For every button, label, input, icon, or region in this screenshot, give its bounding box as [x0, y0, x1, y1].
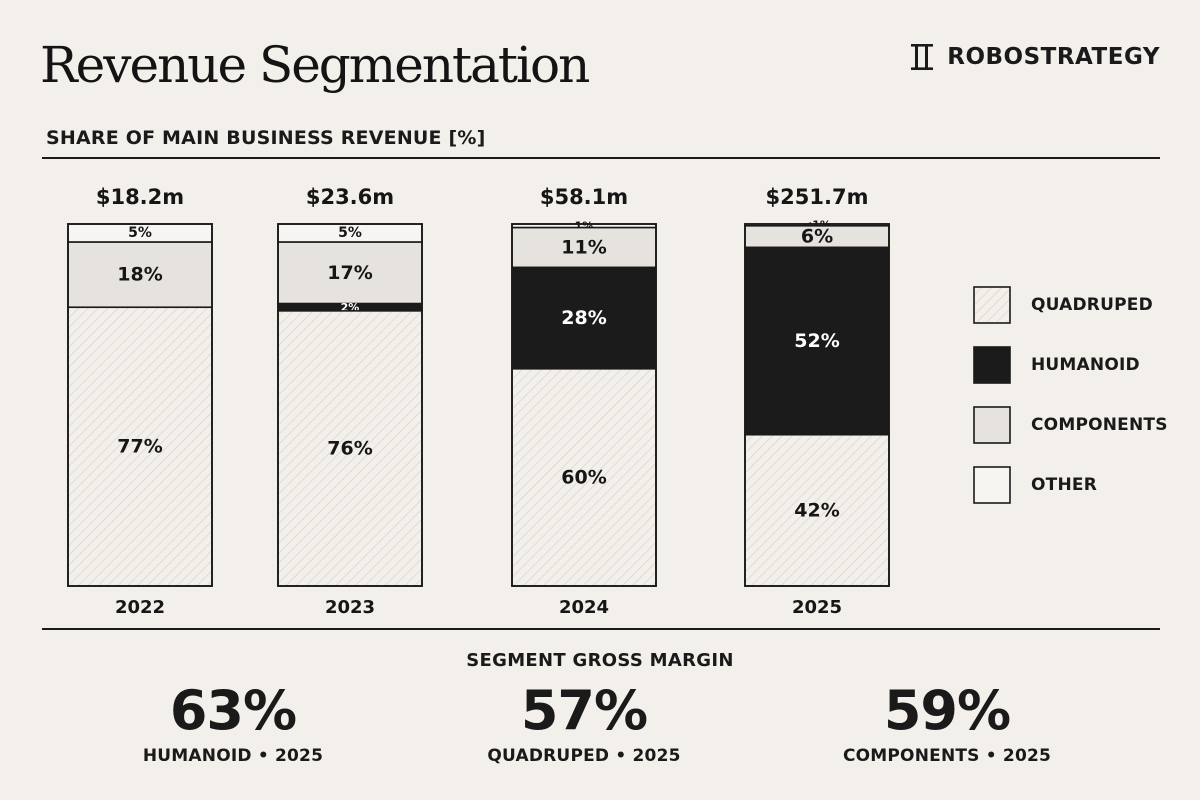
- bar-segment-quadruped-2024: [511, 367, 657, 587]
- brand-name: ROBOSTRATEGY: [947, 44, 1160, 70]
- bar-outline-2023: [277, 223, 423, 587]
- segment-value-label: 5%: [128, 225, 152, 241]
- chart-title: SHARE OF MAIN BUSINESS REVENUE [%]: [46, 127, 486, 149]
- segment-value-label: 11%: [561, 237, 606, 259]
- kpi-humanoid-margin: 63% HUMANOID • 2025: [83, 676, 383, 766]
- legend-item-components: COMPONENTS: [973, 406, 1168, 444]
- segment-value-label: 52%: [794, 330, 839, 352]
- segment-value-label: 42%: [794, 499, 839, 521]
- bar-outline-2024: [511, 223, 657, 587]
- legend-swatch-humanoid: [973, 346, 1011, 384]
- brand: ROBOSTRATEGY: [911, 44, 1160, 70]
- bar-outline-2025: [744, 223, 890, 587]
- legend-label-quadruped: QUADRUPED: [1031, 295, 1153, 315]
- legend-item-humanoid: HUMANOID: [973, 346, 1168, 384]
- segment-value-label: 77%: [117, 436, 162, 458]
- kpi-quadruped-margin: 57% QUADRUPED • 2025: [434, 676, 734, 766]
- bar-segment-quadruped-2023: [277, 310, 423, 587]
- segment-value-label: 28%: [561, 307, 606, 329]
- x-tick-label: 2025: [792, 597, 842, 618]
- kpi-value: 57%: [520, 679, 648, 742]
- page-title: Revenue Segmentation: [40, 36, 590, 94]
- bar-segment-quadruped-2025: [744, 433, 890, 587]
- segment-value-label: 60%: [561, 466, 606, 488]
- segment-value-label: 5%: [338, 225, 362, 241]
- legend-swatch-quadruped: [973, 286, 1011, 324]
- bar-total-label: $58.1m: [540, 185, 628, 209]
- bar-segment-components-2023: [277, 241, 423, 305]
- legend-swatch-components: [973, 406, 1011, 444]
- chart-legend: QUADRUPED HUMANOID COMPONENTS OTHER: [973, 286, 1168, 504]
- robostrategy-logo-icon: [911, 44, 934, 70]
- kpi-caption: QUADRUPED • 2025: [487, 746, 681, 766]
- bar-segment-components-2024: [511, 226, 657, 269]
- kpi-caption: COMPONENTS • 2025: [842, 746, 1052, 766]
- bar-total-label: $251.7m: [766, 185, 869, 209]
- bar-outline-2022: [67, 223, 213, 587]
- bar-total-label: $23.6m: [306, 185, 394, 209]
- legend-item-other: OTHER: [973, 466, 1168, 504]
- legend-item-quadruped: QUADRUPED: [973, 286, 1168, 324]
- gross-margin-title: SEGMENT GROSS MARGIN: [466, 650, 734, 671]
- segment-value-label: 6%: [801, 226, 833, 248]
- segment-value-label: 76%: [327, 437, 372, 459]
- bar-total-label: $18.2m: [96, 185, 184, 209]
- top-divider: [42, 157, 1160, 159]
- legend-swatch-other: [973, 466, 1011, 504]
- x-tick-label: 2022: [115, 597, 165, 618]
- bar-segment-humanoid-2025: [744, 246, 890, 436]
- x-tick-label: 2023: [325, 597, 375, 618]
- legend-label-other: OTHER: [1031, 475, 1097, 495]
- middle-divider: [42, 628, 1160, 630]
- kpi-caption: HUMANOID • 2025: [142, 746, 324, 766]
- legend-label-components: COMPONENTS: [1031, 415, 1168, 435]
- segment-value-label: 17%: [327, 262, 372, 284]
- x-tick-label: 2024: [559, 597, 609, 618]
- segment-value-label: 18%: [117, 264, 162, 286]
- kpi-components-margin: 59% COMPONENTS • 2025: [797, 676, 1097, 766]
- kpi-value: 59%: [883, 679, 1011, 742]
- kpi-value: 63%: [169, 679, 297, 742]
- bar-segment-quadruped-2022: [67, 306, 213, 587]
- legend-label-humanoid: HUMANOID: [1031, 355, 1140, 375]
